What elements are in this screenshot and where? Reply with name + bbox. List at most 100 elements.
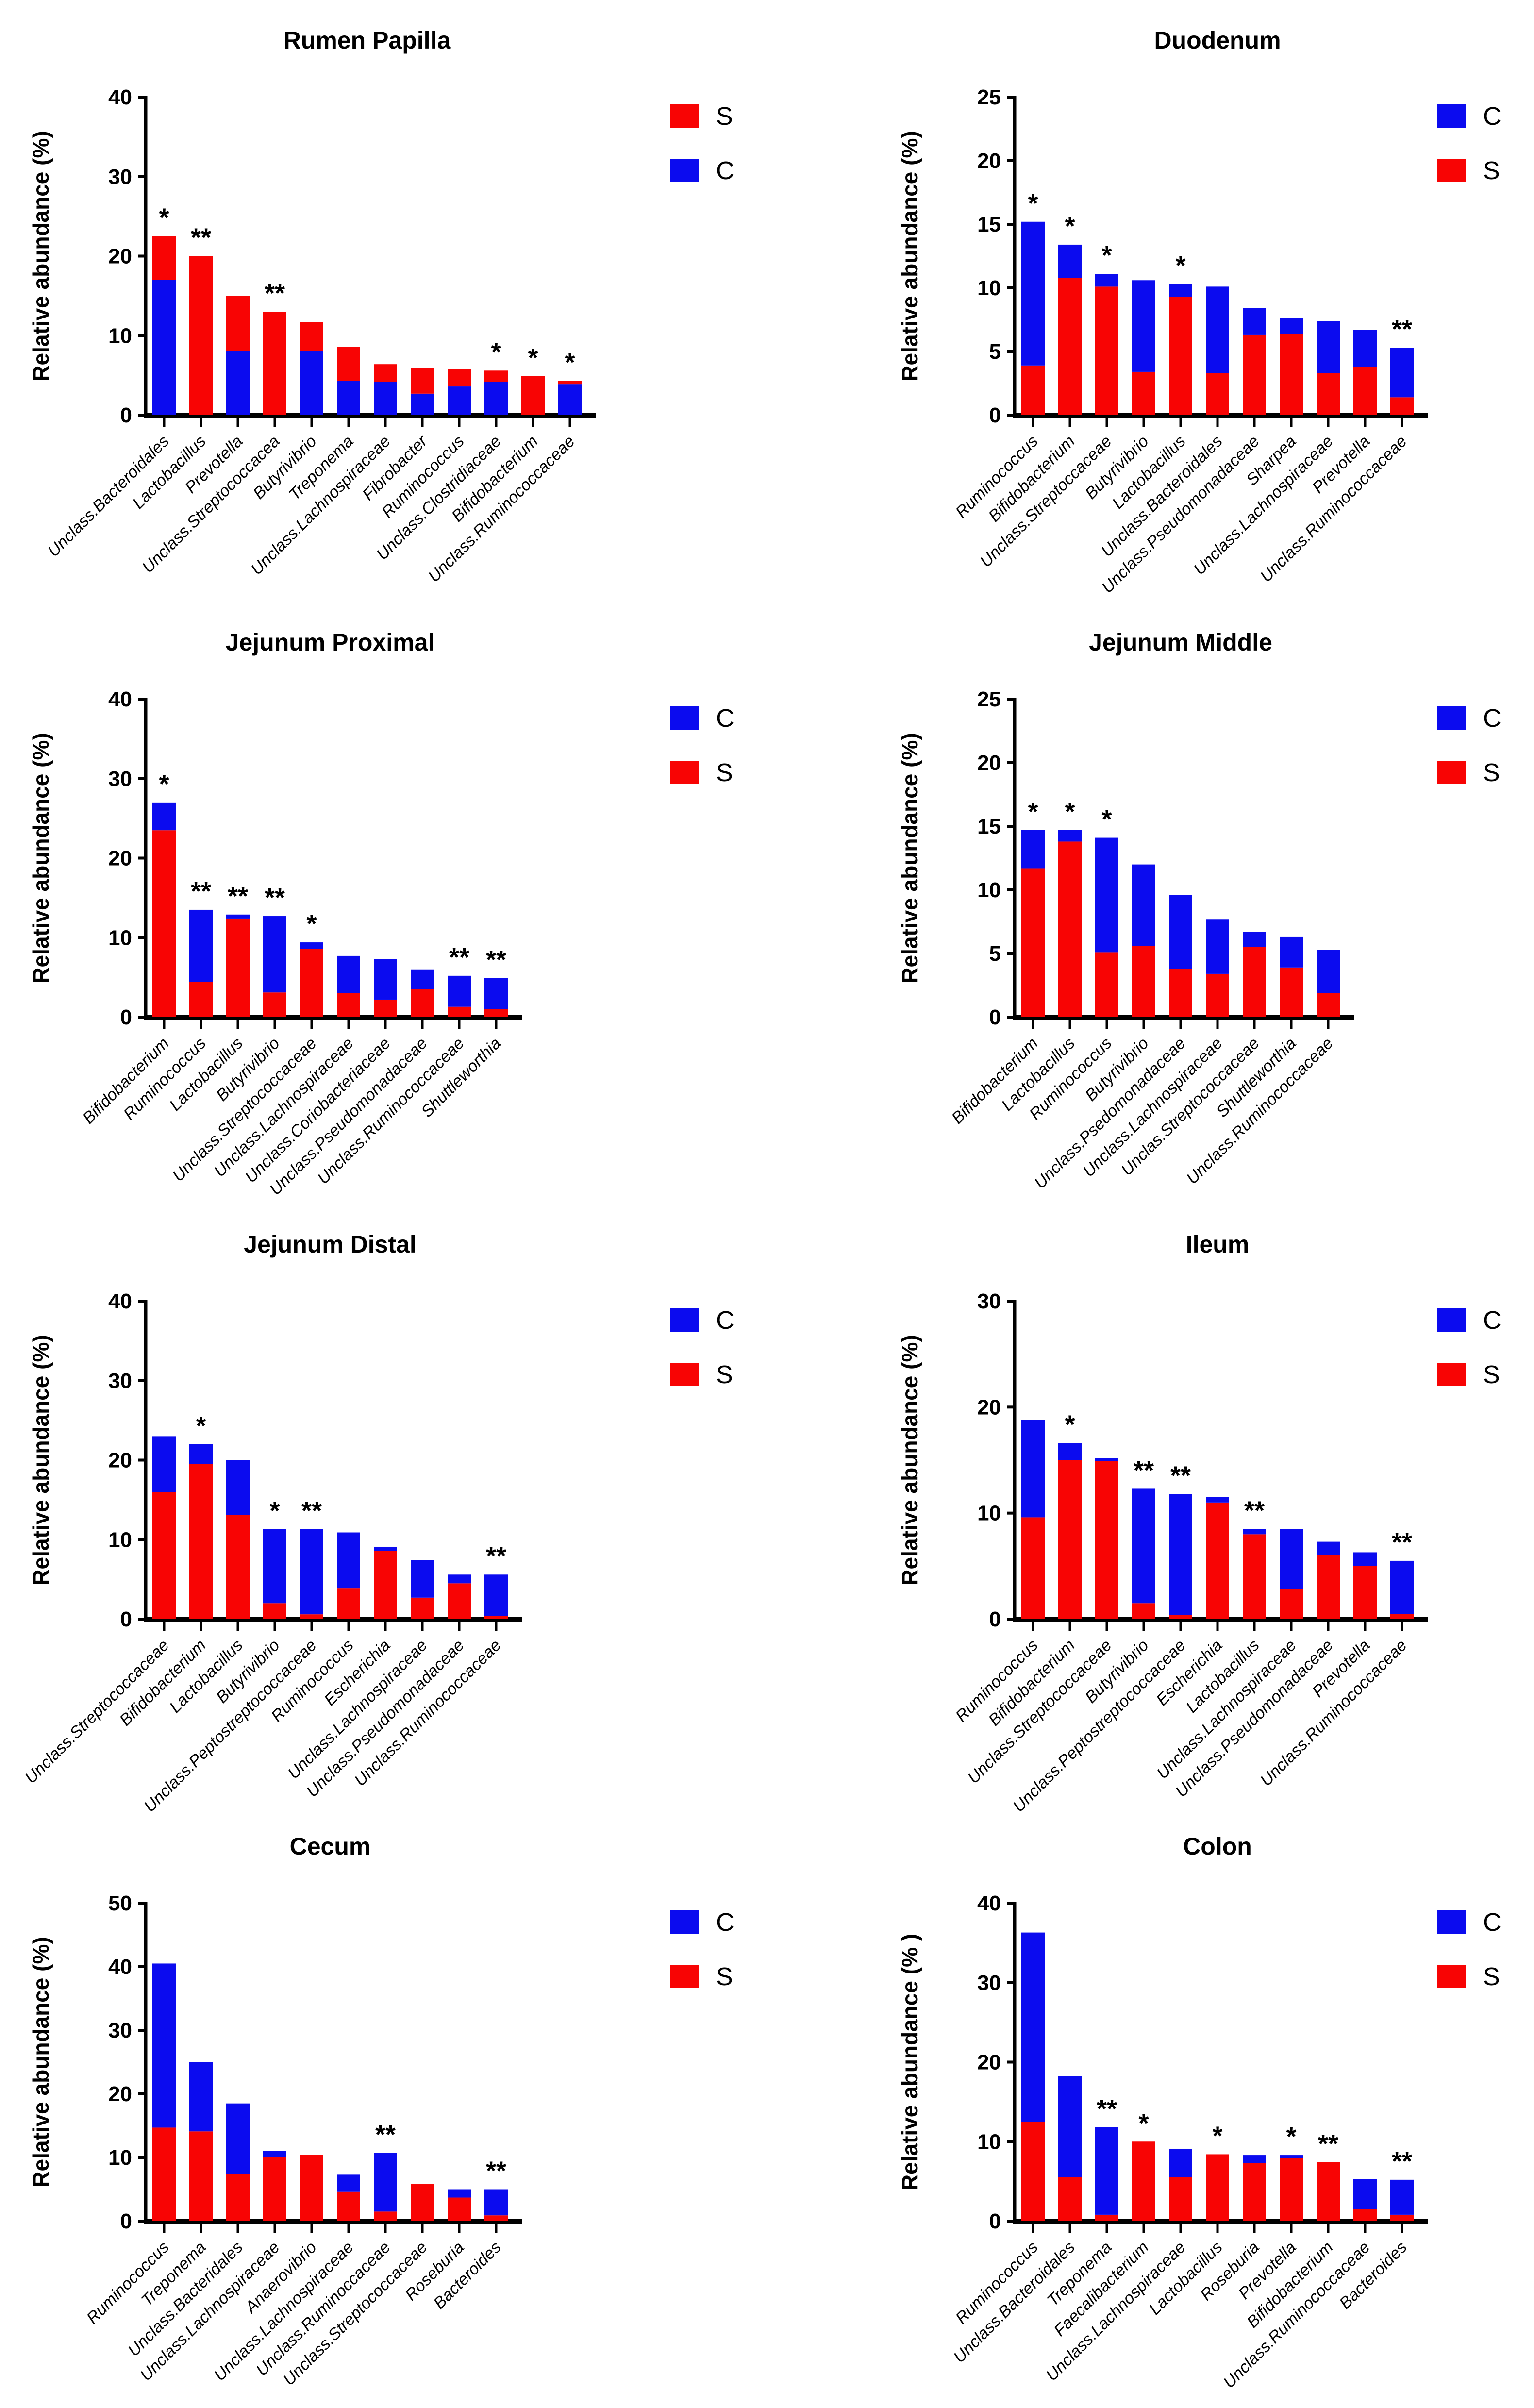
bar-ruminococcus [1021, 1420, 1045, 1619]
segment-s [226, 2174, 250, 2221]
chart-jejunum-proximal: Jejunum Proximal Relative abundance (%) 0 1… [28, 629, 734, 1199]
segment-c [1280, 1529, 1303, 1589]
segment-c [1243, 1529, 1266, 1535]
significance-marker: ** [1170, 1461, 1191, 1490]
segment-c [1169, 2148, 1192, 2177]
segment-c [484, 382, 508, 415]
segment-c [1132, 864, 1155, 946]
significance-marker: ** [301, 1496, 322, 1525]
bar-sharpea [1280, 318, 1303, 415]
significance-marker: * [528, 343, 538, 372]
segment-c [152, 1436, 176, 1492]
segment-s [558, 381, 582, 385]
bar-ruminococcus [189, 909, 213, 1017]
segment-s [189, 256, 213, 415]
bar-lactobacillus [1206, 2154, 1229, 2221]
bar-butyrivibrio [1132, 280, 1155, 415]
segment-c [1021, 1932, 1045, 2122]
segment-c [448, 386, 471, 415]
segment-c [411, 393, 434, 415]
segment-c [1317, 950, 1340, 993]
y-axis-title: Relative abundance (%) [897, 733, 922, 983]
segment-s [1058, 278, 1082, 415]
segment-c [1132, 1488, 1155, 1604]
segment-s [1095, 286, 1118, 415]
bar-ruminococcus [152, 1963, 176, 2221]
bar-unclass-peptostreptococcaceae [1169, 1494, 1192, 1619]
bar-butyrivibrio [1132, 1488, 1155, 1619]
panel-cecum: Cecum Relative abundance (%) 0 10 20 30 40 50 Ru… [0, 1806, 767, 2408]
legend-swatch-c [670, 706, 699, 730]
segment-c [1058, 830, 1082, 842]
y-tick-label: 40 [108, 1289, 132, 1313]
legend-swatch-c [1437, 1308, 1466, 1332]
segment-c [300, 351, 323, 415]
segment-c [1132, 280, 1155, 372]
significance-marker: ** [449, 943, 469, 972]
bar-unclass-pseudomonadaceae [448, 1574, 471, 1619]
bar-prevotella [1353, 330, 1377, 415]
legend-label: C [716, 1908, 734, 1937]
segment-s [448, 2197, 471, 2221]
segment-c [411, 969, 434, 989]
y-tick-label: 20 [977, 149, 1001, 173]
bar-unclass-streptococcacea [263, 312, 286, 415]
y-axis-title: Relative abundance (%) [28, 733, 53, 983]
bar-unclass-lachnospiraceae [374, 364, 397, 415]
y-tick-label: 20 [108, 245, 132, 268]
segment-c [1095, 1458, 1118, 1461]
bar-ruminococcus [1021, 1932, 1045, 2221]
y-tick-label: 0 [989, 2209, 1001, 2233]
bar-unclass-clostridiaceae [484, 370, 508, 415]
significance-marker: * [1028, 797, 1038, 826]
segment-s [189, 1464, 213, 1619]
chart-title: Duodenum [1154, 27, 1281, 54]
bar-ruminococcus [1095, 837, 1118, 1017]
segment-s [374, 1551, 397, 1619]
bar-unclass-streptococcaceae [411, 2184, 434, 2221]
segment-c [1390, 1560, 1414, 1614]
y-tick-label: 20 [108, 2082, 132, 2106]
bar-lactobacillus [1058, 830, 1082, 1017]
segment-s [263, 992, 286, 1017]
segment-s [484, 1616, 508, 1619]
bar-unclass-streptoccaceae [1095, 274, 1118, 415]
bar-lactobacillus [189, 256, 213, 415]
segment-s [1280, 334, 1303, 415]
bar-unclass-ruminococcaceae [1390, 348, 1414, 415]
y-tick-label: 10 [977, 2130, 1001, 2154]
y-tick-label: 10 [977, 878, 1001, 902]
significance-marker: * [159, 203, 169, 233]
y-tick-label: 30 [108, 1369, 132, 1393]
segment-s [1390, 1614, 1414, 1619]
segment-c [1390, 2179, 1414, 2215]
segment-s [1095, 1461, 1118, 1619]
bar-unclass-pseudomonadaceae [1317, 1541, 1340, 1619]
segment-c [1353, 2179, 1377, 2209]
bar-treponema [189, 2062, 213, 2221]
chart-title: Cecum [290, 1833, 371, 1860]
significance-marker: ** [1318, 2129, 1338, 2158]
segment-c [1243, 932, 1266, 947]
segment-c [374, 2153, 397, 2212]
segment-c [226, 914, 250, 919]
bar-escherichia [1206, 1497, 1229, 1619]
segment-s [1132, 2141, 1155, 2221]
bar-unclass-streptococcaceae [1095, 1458, 1118, 1619]
segment-c [1058, 244, 1082, 278]
y-tick-label: 10 [108, 926, 132, 950]
y-axis-title: Relative abundance (%) [28, 131, 53, 381]
significance-marker: * [1065, 797, 1075, 826]
y-tick-label: 0 [989, 1005, 1001, 1029]
segment-c [448, 975, 471, 1007]
segment-c [1095, 2127, 1118, 2215]
bar-faecalibacterium [1132, 2141, 1155, 2221]
y-tick-label: 25 [977, 85, 1001, 109]
segment-s [1169, 1615, 1192, 1619]
segment-c [1058, 1443, 1082, 1460]
significance-marker: ** [486, 945, 506, 974]
segment-c [263, 1529, 286, 1604]
significance-marker: ** [1392, 315, 1412, 344]
segment-c [263, 2151, 286, 2157]
